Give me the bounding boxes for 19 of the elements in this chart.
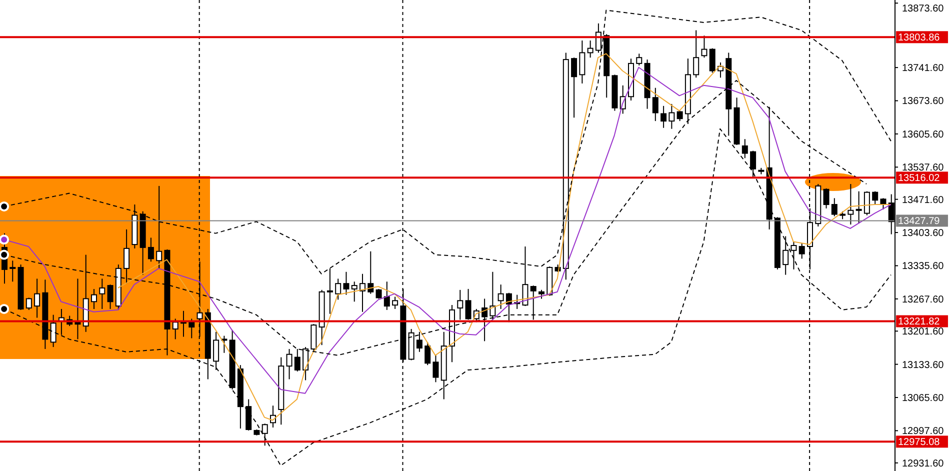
y-tick-label: 13065.60 xyxy=(902,392,944,404)
y-tick-label: 13873.60 xyxy=(902,4,944,14)
ref-line-label: 13221.82 xyxy=(898,316,940,328)
y-tick-label: 13741.60 xyxy=(902,63,944,74)
y-tick-label: 13471.60 xyxy=(902,194,944,206)
ref-line-label: 13516.02 xyxy=(898,173,940,184)
y-tick-label: 12997.60 xyxy=(902,426,944,438)
y-tick-label: 13537.60 xyxy=(902,162,944,174)
ref-line-label: 13427.79 xyxy=(898,216,940,228)
y-tick-label: 13267.60 xyxy=(902,294,944,306)
y-tick-label: 13403.60 xyxy=(902,228,944,240)
y-tick-label: 13335.60 xyxy=(902,261,944,272)
y-tick-label: 13133.60 xyxy=(902,360,944,371)
y-tick-label: 13605.60 xyxy=(902,129,944,140)
y-tick-label: 12931.60 xyxy=(902,458,944,470)
ref-line-label: 13803.86 xyxy=(898,32,940,44)
y-tick-label: 13201.60 xyxy=(902,326,944,338)
y-tick-label: 13673.60 xyxy=(902,96,944,108)
ref-line-label: 12975.08 xyxy=(898,437,940,448)
